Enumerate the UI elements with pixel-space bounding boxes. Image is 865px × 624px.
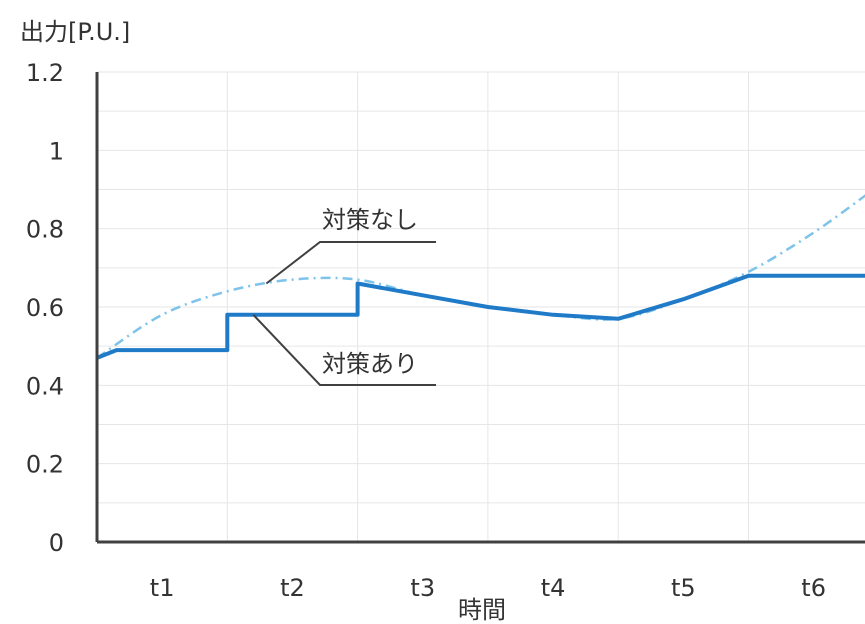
y-tick-label: 0.6 <box>26 294 64 322</box>
y-tick-labels: 0 0.2 0.4 0.6 0.8 1 1.2 <box>26 59 64 557</box>
x-tick-label: t4 <box>541 574 566 602</box>
axes <box>95 72 865 544</box>
series-line-taisaku-ari <box>96 273 865 360</box>
y-tick-label: 0.2 <box>26 451 64 479</box>
y-tick-label: 0 <box>49 529 64 557</box>
x-tick-label: t1 <box>150 574 175 602</box>
x-tick-labels: t1 t2 t3 t4 t5 t6 <box>150 574 826 602</box>
annotation-label-ari: 対策あり <box>322 350 418 378</box>
series-line-taisaku-nashi <box>96 194 865 359</box>
x-tick-label: t3 <box>410 574 435 602</box>
x-tick-label: t2 <box>280 574 305 602</box>
annotation-label-nashi: 対策なし <box>322 206 418 234</box>
grid <box>97 71 865 543</box>
series-lines <box>96 194 865 360</box>
x-axis-label: 時間 <box>458 596 506 624</box>
y-tick-label: 1.2 <box>26 59 64 87</box>
annotation-leader-ari <box>252 314 436 386</box>
x-tick-label: t6 <box>801 574 826 602</box>
annotation-leader-nashi <box>265 241 436 285</box>
y-tick-label: 1 <box>49 137 64 165</box>
y-axis-label: 出力[P.U.] <box>20 18 130 46</box>
y-tick-label: 0.4 <box>26 372 64 400</box>
x-tick-label: t5 <box>671 574 696 602</box>
y-tick-label: 0.8 <box>26 216 64 244</box>
